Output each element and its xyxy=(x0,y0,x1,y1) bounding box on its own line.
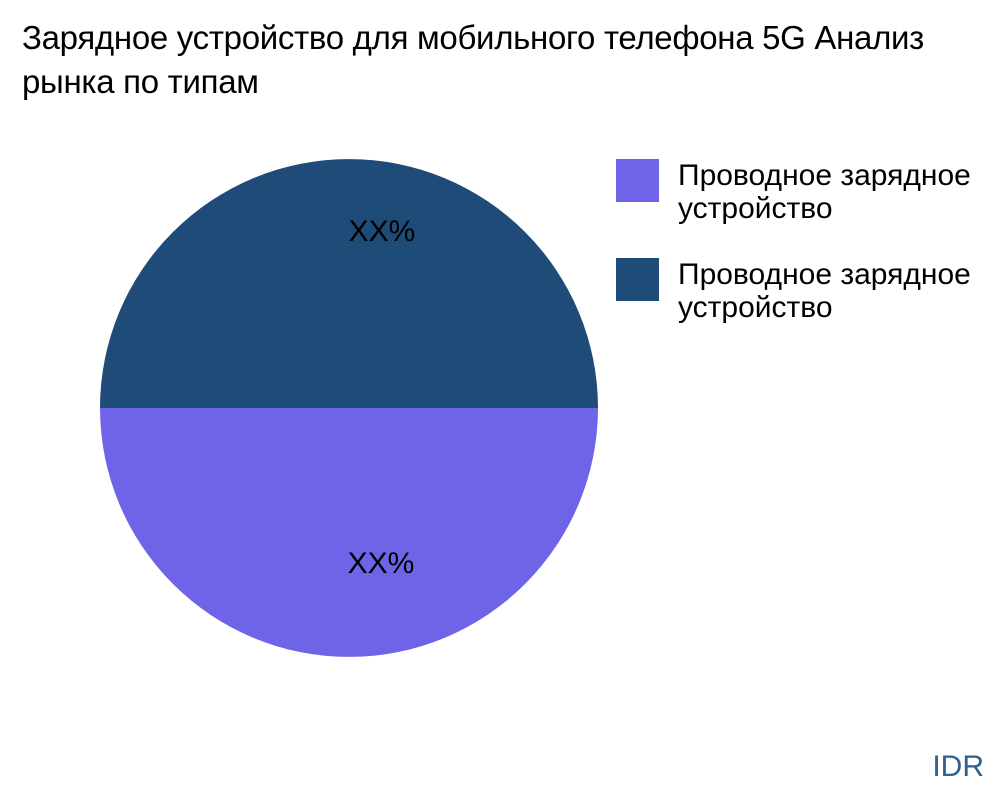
pie-chart xyxy=(99,158,599,658)
legend-swatch-darkblue xyxy=(616,258,659,301)
legend-label: Проводное зарядное устройство xyxy=(678,258,971,324)
pie-chart-svg xyxy=(100,159,598,657)
legend-item-wired-2: Проводное зарядное устройство xyxy=(616,258,1000,324)
chart-title-line-1: Зарядное устройство для мобильного телеф… xyxy=(22,19,925,56)
legend-swatch-purple xyxy=(616,159,659,202)
watermark-idr: IDR xyxy=(932,750,984,783)
chart-title-line-2: рынка по типам xyxy=(22,63,259,100)
legend-label: Проводное зарядное устройство xyxy=(678,159,971,225)
pie-slice-top xyxy=(100,159,598,408)
slice-value-label-bottom: XX% xyxy=(347,547,415,580)
pie-slice-bottom xyxy=(100,408,598,657)
legend-item-wired-1: Проводное зарядное устройство xyxy=(616,159,1000,225)
legend: Проводное зарядное устройство Проводное … xyxy=(616,159,1000,357)
chart-title: Зарядное устройство для мобильного телеф… xyxy=(22,16,1000,104)
slice-value-label-top: XX% xyxy=(348,215,416,248)
